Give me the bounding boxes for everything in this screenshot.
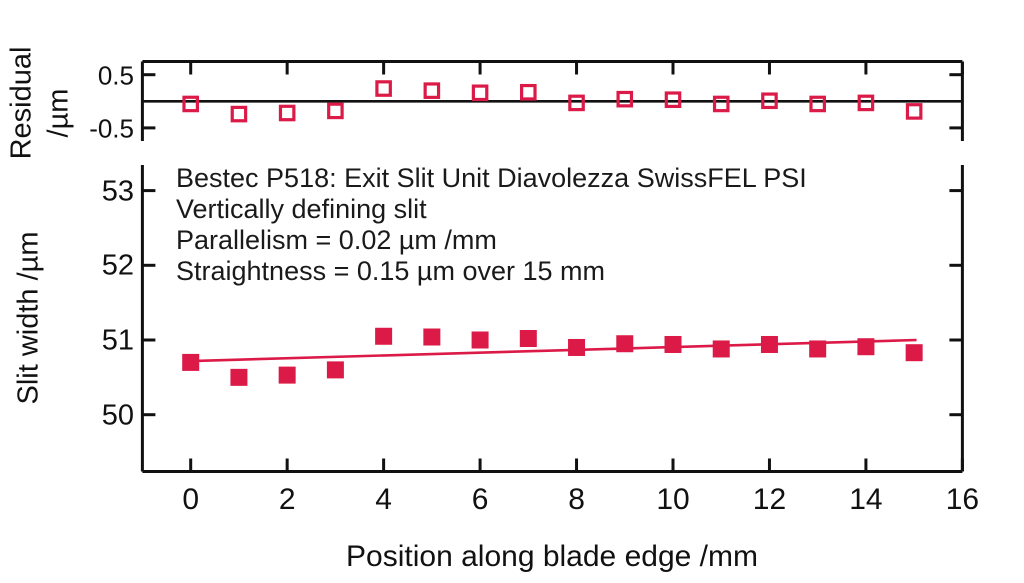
slit-width-point	[326, 361, 344, 379]
residual-point	[761, 92, 778, 110]
fit-line	[195, 338, 917, 363]
slit-width-point	[519, 330, 537, 348]
residual-point	[568, 94, 585, 112]
position-xtick-label: 12	[752, 483, 787, 516]
slit-width-point	[568, 338, 586, 356]
residual-point	[520, 83, 537, 101]
slit-width-ytick-label: 51	[101, 324, 134, 357]
slit-width-ytick-label: 52	[101, 249, 134, 282]
position-xtick-label: 2	[278, 483, 296, 516]
slit-width-axis-label: Slit width /µm	[12, 231, 45, 405]
slit-width-point	[182, 353, 200, 371]
annotation-straightness: Straightness = 0.15 µm over 15 mm	[176, 256, 605, 286]
annotation-title: Bestec P518: Exit Slit Unit Diavolezza S…	[176, 163, 807, 193]
slit-width-point	[616, 335, 634, 353]
residual-axis-label-line1: Residual	[5, 46, 38, 160]
slit-width-ytick-label: 50	[101, 399, 134, 432]
annotation-slit-type: Vertically defining slit	[176, 194, 427, 224]
slit-width-point	[809, 340, 827, 358]
x-axis-label: Position along blade edge /mm	[346, 540, 758, 573]
slit-width-point	[712, 340, 730, 358]
slit-width-point	[375, 327, 393, 345]
slit-width-ytick-label: 53	[101, 175, 134, 208]
position-xtick-label: 14	[849, 483, 883, 516]
residual-point	[230, 105, 248, 123]
position-xtick-label: 16	[945, 483, 980, 516]
residual-axis-label-line2: /µm	[42, 88, 75, 138]
position-xtick-label: 10	[656, 483, 690, 516]
slit-width-point	[471, 331, 489, 349]
position-xtick-label: 4	[375, 483, 392, 516]
residual-point	[278, 104, 296, 122]
slit-width-point	[278, 366, 296, 384]
residual-ytick-label: -0.5	[89, 113, 134, 144]
residual-point	[471, 84, 489, 102]
position-xtick-label: 6	[471, 483, 489, 516]
slit-width-point	[760, 335, 778, 353]
residual-point	[182, 95, 199, 113]
slit-width-point	[230, 368, 248, 386]
residual-point	[327, 102, 344, 120]
position-xtick-label: 8	[568, 483, 585, 516]
residual-ytick-label: 0.5	[97, 60, 134, 91]
slit-width-point	[423, 328, 441, 346]
residual-point	[905, 103, 923, 120]
slit-width-point	[664, 335, 682, 353]
position-xtick-label: 0	[182, 483, 200, 516]
residual-point	[712, 95, 730, 113]
residual-point	[423, 82, 441, 99]
annotation-block: Bestec P518: Exit Slit Unit Diavolezza S…	[176, 163, 807, 287]
annotation-parallelism: Parallelism = 0.02 µm /mm	[176, 225, 497, 255]
residual-point	[809, 95, 826, 113]
slit-width-point	[857, 338, 875, 356]
residual-point	[664, 91, 682, 109]
residual-point	[375, 80, 392, 97]
residual-point	[857, 94, 875, 112]
slit-width-point	[905, 344, 923, 362]
residual-point	[616, 90, 634, 108]
